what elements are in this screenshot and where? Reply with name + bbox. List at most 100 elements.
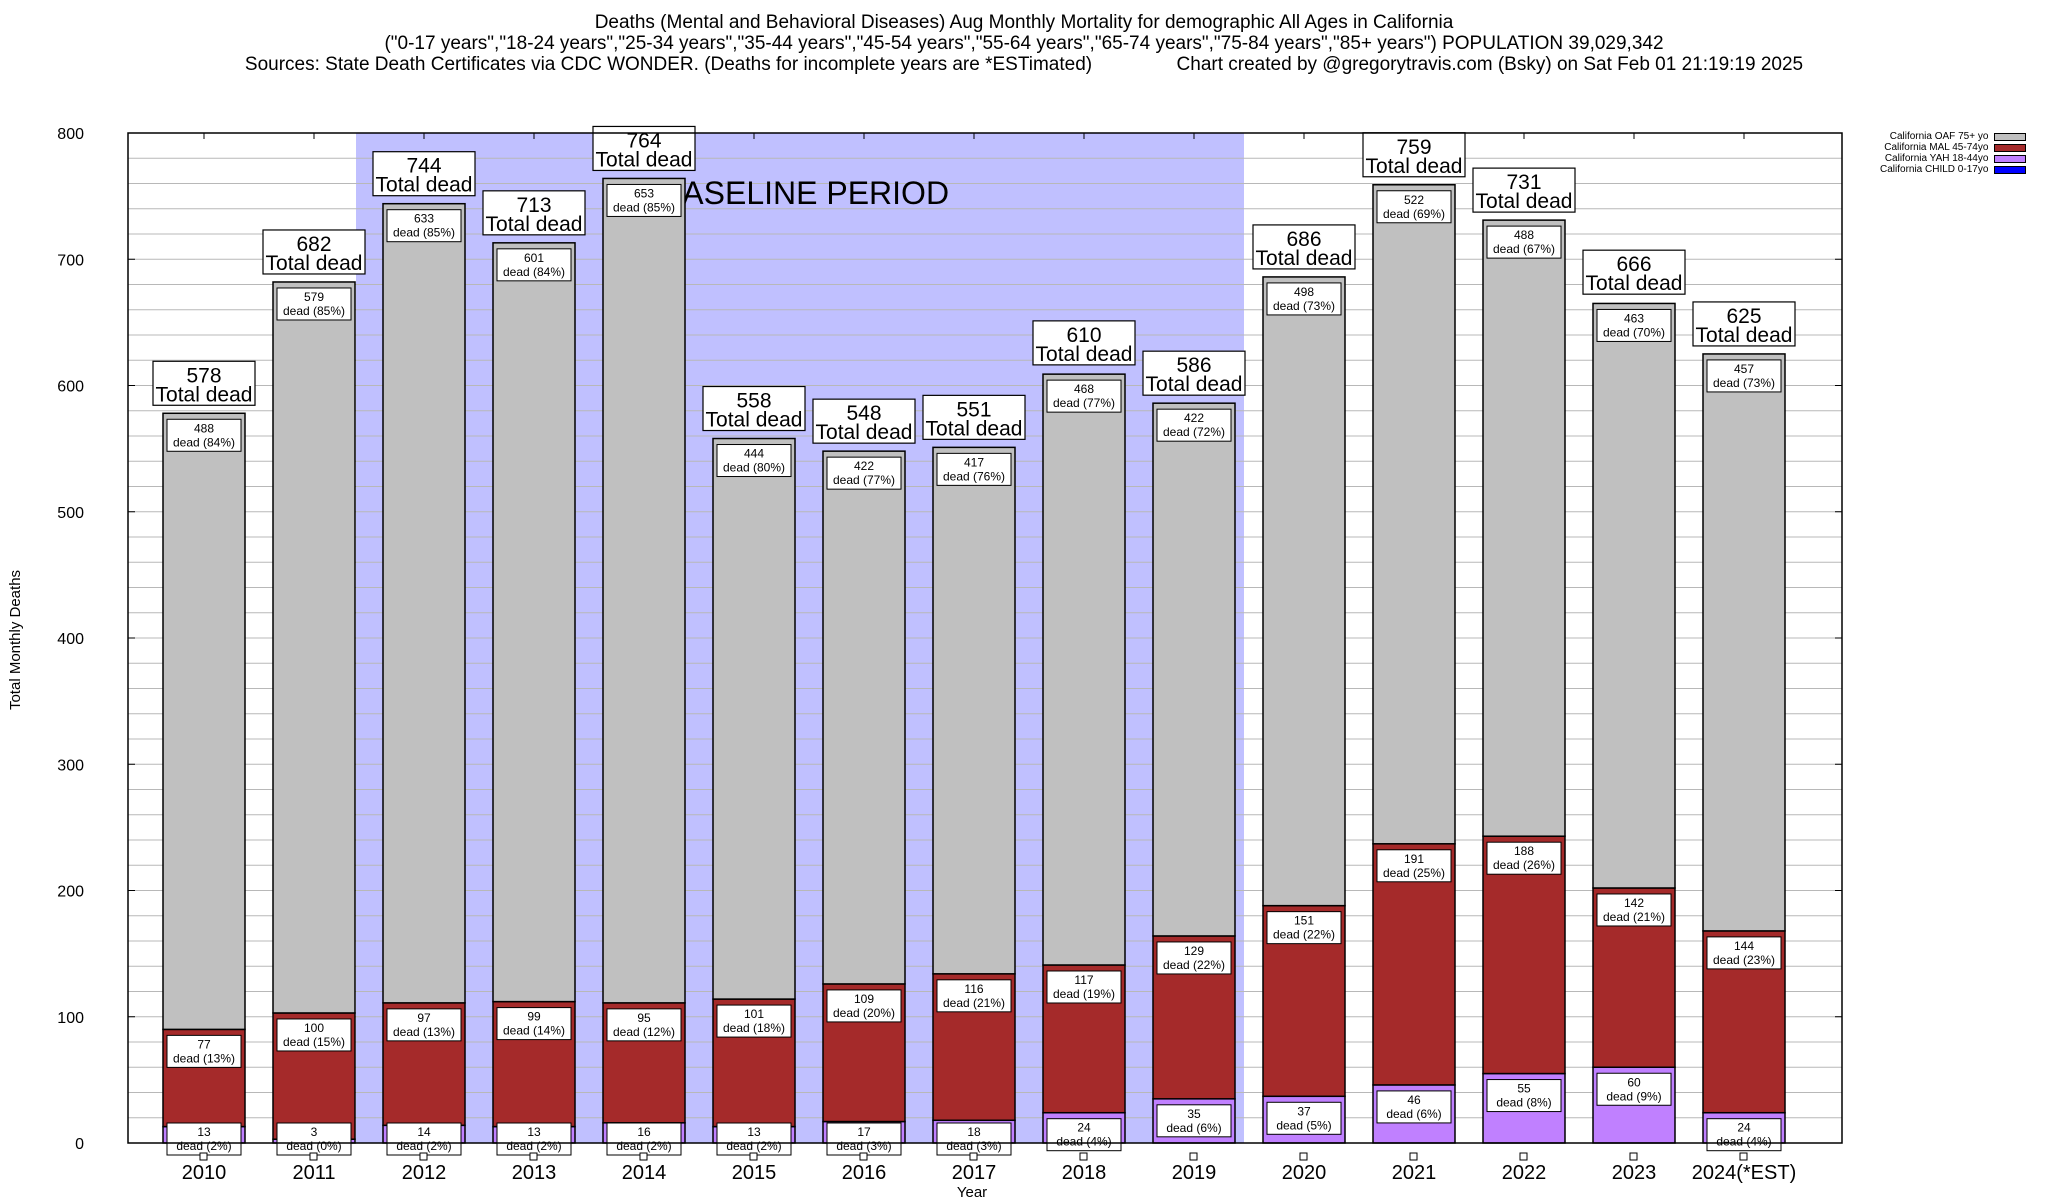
segment-label-box bbox=[1266, 282, 1342, 316]
segment-label-box bbox=[1046, 379, 1122, 413]
segment-value-label: 488 bbox=[194, 421, 214, 435]
segment-label-box bbox=[386, 209, 462, 243]
segment-pct-label: dead (85%) bbox=[283, 304, 345, 318]
segment-label-box bbox=[496, 248, 572, 282]
segment-value-label: 463 bbox=[1624, 311, 1644, 325]
segment-pct-label: dead (3%) bbox=[946, 1139, 1001, 1153]
legend-item: California CHILD 0-17yo bbox=[1880, 164, 2027, 175]
segment-value-label: 653 bbox=[634, 186, 654, 200]
segment-value-label: 46 bbox=[1407, 1093, 1421, 1107]
legend-label: California YAH 18-44yo bbox=[1884, 153, 1989, 164]
segment-label-box bbox=[1156, 1104, 1232, 1138]
total-label-box bbox=[592, 125, 696, 172]
total-text-label: Total dead bbox=[1036, 343, 1133, 366]
total-label-box bbox=[1692, 301, 1796, 347]
segment-pct-label: dead (13%) bbox=[393, 1025, 455, 1039]
segment-label-box bbox=[1046, 1118, 1122, 1152]
total-label-box bbox=[922, 394, 1026, 440]
bar-segment bbox=[822, 450, 906, 985]
segment-label-box bbox=[936, 1122, 1012, 1156]
segment-pct-label: dead (2%) bbox=[506, 1139, 561, 1153]
total-text-label: Total dead bbox=[706, 409, 803, 432]
x-tick-label: 2016 bbox=[842, 1162, 887, 1184]
segment-value-label: 468 bbox=[1074, 382, 1094, 396]
segment-pct-label: dead (13%) bbox=[173, 1051, 235, 1065]
total-label-box bbox=[1032, 320, 1136, 366]
segment-pct-label: dead (14%) bbox=[503, 1024, 565, 1038]
segment-label-box bbox=[166, 1122, 242, 1156]
total-value-label: 759 bbox=[1396, 136, 1431, 159]
legend: California OAF 75+ yo California MAL 45-7… bbox=[1880, 131, 2027, 175]
segment-value-label: 601 bbox=[524, 251, 544, 265]
total-label-box bbox=[702, 385, 806, 432]
segment-value-label: 60 bbox=[1627, 1075, 1641, 1089]
segment-pct-label: dead (22%) bbox=[1273, 928, 1335, 942]
segment-value-label: 109 bbox=[854, 992, 874, 1006]
child-zero-marker bbox=[529, 1152, 538, 1161]
segment-label-box bbox=[1046, 970, 1122, 1004]
total-label-box bbox=[812, 398, 916, 444]
segment-value-label: 151 bbox=[1294, 914, 1314, 928]
segment-pct-label: dead (69%) bbox=[1383, 207, 1445, 221]
bar-segment bbox=[602, 177, 686, 1004]
segment-value-label: 24 bbox=[1077, 1121, 1091, 1135]
x-tick-label: 2020 bbox=[1282, 1162, 1327, 1184]
segment-value-label: 17 bbox=[857, 1125, 871, 1139]
total-text-label: Total dead bbox=[1146, 373, 1243, 396]
legend-item: California YAH 18-44yo bbox=[1880, 153, 2027, 164]
segment-label-box bbox=[826, 456, 902, 490]
x-tick-label: 2017 bbox=[952, 1162, 997, 1184]
segment-pct-label: dead (8%) bbox=[1496, 1096, 1551, 1110]
segment-label-box bbox=[1486, 225, 1562, 259]
y-tick-label: 600 bbox=[57, 379, 84, 396]
total-value-label: 744 bbox=[406, 155, 441, 178]
child-zero-marker bbox=[1299, 1152, 1308, 1161]
bar-segment bbox=[1152, 402, 1236, 937]
segment-pct-label: dead (73%) bbox=[1713, 376, 1775, 390]
x-tick-label: 2021 bbox=[1392, 1162, 1437, 1184]
segment-label-box bbox=[1596, 308, 1672, 342]
y-tick-label: 200 bbox=[57, 884, 84, 901]
total-label-box bbox=[152, 360, 256, 406]
y-tick-label: 700 bbox=[57, 252, 84, 269]
legend-label: California MAL 45-74yo bbox=[1884, 142, 1989, 153]
segment-value-label: 522 bbox=[1404, 193, 1424, 207]
segment-label-box bbox=[716, 444, 792, 478]
bar-segment bbox=[712, 437, 796, 1000]
bar-segment bbox=[1372, 184, 1456, 845]
segment-value-label: 18 bbox=[967, 1125, 981, 1139]
segment-label-box bbox=[1706, 359, 1782, 393]
total-value-label: 548 bbox=[846, 402, 881, 425]
bar-segment bbox=[272, 281, 356, 1014]
bar-segment bbox=[382, 202, 466, 1004]
segment-pct-label: dead (4%) bbox=[1056, 1135, 1111, 1149]
segment-pct-label: dead (2%) bbox=[176, 1139, 231, 1153]
segment-pct-label: dead (77%) bbox=[833, 473, 895, 487]
total-value-label: 578 bbox=[186, 364, 221, 387]
segment-value-label: 444 bbox=[744, 447, 764, 461]
x-tick-label: 2014 bbox=[622, 1162, 667, 1184]
y-tick-label: 0 bbox=[75, 1136, 84, 1153]
x-tick-label: 2024(*EST) bbox=[1692, 1162, 1797, 1184]
legend-swatch bbox=[1994, 143, 2027, 152]
segment-pct-label: dead (73%) bbox=[1273, 299, 1335, 313]
segment-value-label: 37 bbox=[1297, 1104, 1311, 1118]
segment-value-label: 188 bbox=[1514, 844, 1534, 858]
segment-label-box bbox=[276, 287, 352, 321]
child-zero-marker bbox=[859, 1152, 868, 1161]
segment-pct-label: dead (5%) bbox=[1276, 1118, 1331, 1132]
segment-value-label: 457 bbox=[1734, 362, 1754, 376]
child-zero-marker bbox=[1519, 1152, 1528, 1161]
segment-pct-label: dead (3%) bbox=[836, 1139, 891, 1153]
x-tick-label: 2015 bbox=[732, 1162, 777, 1184]
segment-pct-label: dead (84%) bbox=[503, 265, 565, 279]
x-axis-title: Year bbox=[957, 1184, 987, 1200]
segment-label-box bbox=[386, 1008, 462, 1042]
segment-pct-label: dead (6%) bbox=[1386, 1107, 1441, 1121]
x-tick-label: 2022 bbox=[1502, 1162, 1547, 1184]
legend-item: California MAL 45-74yo bbox=[1880, 142, 2027, 153]
segment-value-label: 422 bbox=[1184, 411, 1204, 425]
segment-value-label: 95 bbox=[637, 1011, 651, 1025]
segment-label-box bbox=[166, 418, 242, 452]
total-label-box bbox=[1362, 132, 1466, 178]
